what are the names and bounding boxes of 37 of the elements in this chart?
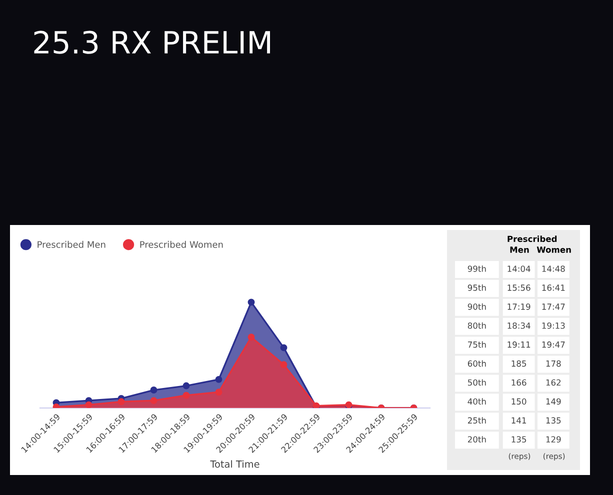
text: 14:04 [508, 266, 530, 272]
text: 19:13 [542, 322, 565, 329]
category-label: Women [536, 246, 571, 253]
text: 150 [512, 398, 526, 405]
text: 135 [546, 417, 561, 424]
category-label: 75th [468, 341, 486, 348]
category-label: 95th [468, 284, 486, 291]
category-label: 40th [468, 398, 486, 405]
text: 129 [546, 436, 561, 443]
text: 19:47 [542, 341, 565, 348]
chart-title: 25.3 RX PRELIM [34, 30, 270, 54]
category-label: 25th [468, 417, 486, 424]
text: 185 [512, 360, 526, 367]
text: 17:47 [542, 304, 565, 310]
category-label: Men [510, 246, 529, 253]
legend-label: Prescribed Men [38, 240, 106, 248]
text: 166 [512, 379, 526, 386]
category-label: 60th [468, 360, 486, 367]
text: 162 [546, 379, 561, 386]
category-label: 99th [468, 265, 486, 272]
text: 149 [546, 398, 561, 405]
text: 14:48 [542, 266, 565, 272]
text: 16:41 [542, 284, 565, 291]
legend-label: Prescribed Women [140, 240, 223, 248]
x-axis-title: Total Time [210, 460, 260, 468]
category-label: 80th [468, 322, 486, 329]
text: 18:34 [508, 322, 530, 329]
text: 141 [512, 417, 526, 424]
text: 19:11 [508, 341, 530, 348]
text: 135 [512, 436, 526, 443]
text: 15:56 [508, 284, 530, 291]
category-label: 50th [468, 379, 486, 386]
category-label: 20th [468, 436, 486, 443]
text: 17:19 [508, 304, 530, 310]
text: 178 [546, 360, 561, 367]
category-label: 90th [468, 303, 486, 310]
text: Prescribed [508, 236, 557, 242]
